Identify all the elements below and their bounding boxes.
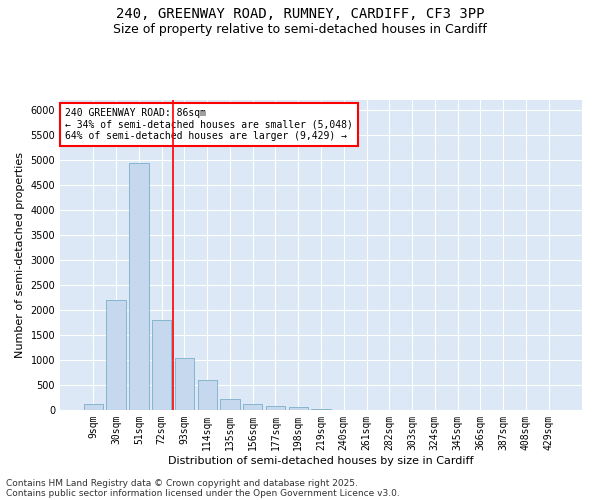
Bar [84,404,103,410]
Bar [197,380,217,410]
Bar [175,358,194,410]
Bar [129,162,149,410]
Text: Size of property relative to semi-detached houses in Cardiff: Size of property relative to semi-detach… [113,22,487,36]
Y-axis label: Number of semi-detached properties: Number of semi-detached properties [15,152,25,358]
Bar [266,406,285,410]
Text: 240, GREENWAY ROAD, RUMNEY, CARDIFF, CF3 3PP: 240, GREENWAY ROAD, RUMNEY, CARDIFF, CF3… [116,8,484,22]
Bar [220,398,239,410]
Text: Contains public sector information licensed under the Open Government Licence v3: Contains public sector information licen… [6,488,400,498]
X-axis label: Distribution of semi-detached houses by size in Cardiff: Distribution of semi-detached houses by … [168,456,474,466]
Text: 240 GREENWAY ROAD: 86sqm
← 34% of semi-detached houses are smaller (5,048)
64% o: 240 GREENWAY ROAD: 86sqm ← 34% of semi-d… [65,108,353,141]
Bar [289,407,308,410]
Bar [243,404,262,410]
Bar [152,320,172,410]
Bar [311,408,331,410]
Text: Contains HM Land Registry data © Crown copyright and database right 2025.: Contains HM Land Registry data © Crown c… [6,478,358,488]
Bar [106,300,126,410]
